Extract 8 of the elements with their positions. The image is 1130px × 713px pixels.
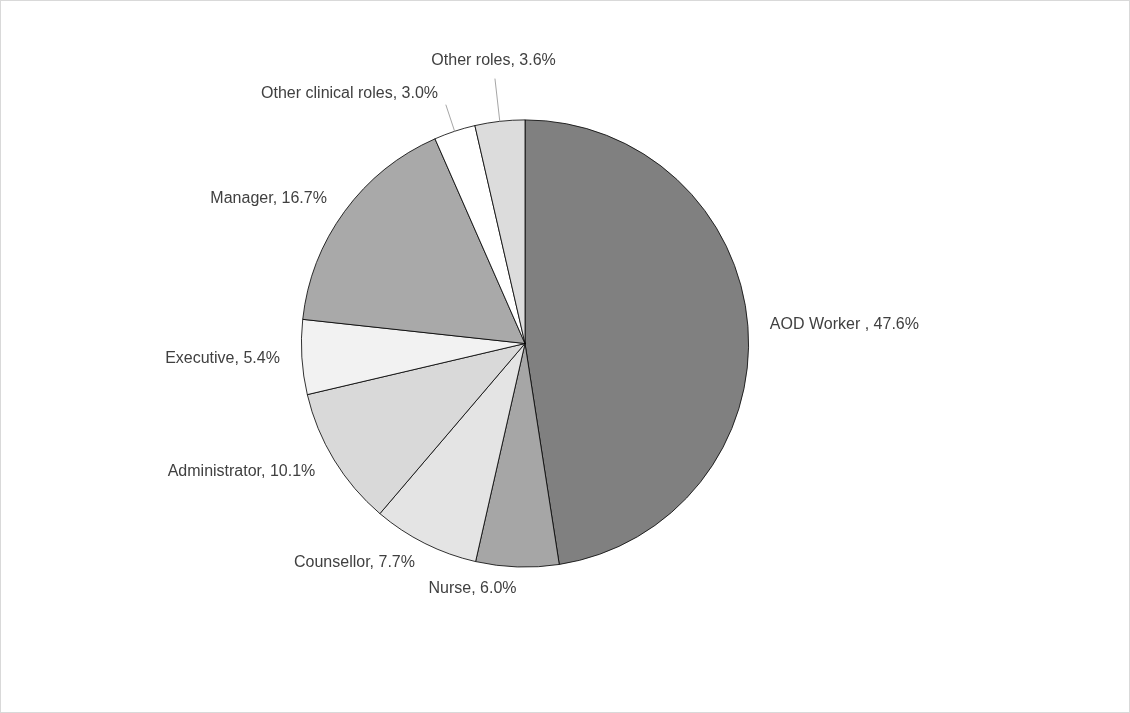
slice-label: Administrator, 10.1% — [167, 461, 316, 479]
slice-label: Nurse, 6.0% — [428, 579, 517, 597]
slice-label: Executive, 5.4% — [165, 348, 280, 366]
slice-label: Counsellor, 7.7% — [294, 553, 415, 571]
slice-label: Other clinical roles, 3.0% — [261, 83, 439, 101]
slice-label: Other roles, 3.6% — [431, 51, 556, 69]
slice-label: Manager, 16.7% — [210, 188, 327, 206]
slice-label: AOD Worker , 47.6% — [769, 315, 919, 333]
